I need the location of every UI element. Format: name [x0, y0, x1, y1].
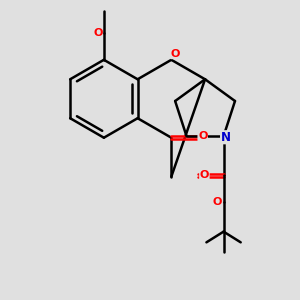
- Text: O: O: [171, 49, 180, 59]
- Text: O: O: [200, 170, 209, 180]
- Text: N: N: [220, 131, 231, 144]
- Text: O: O: [213, 197, 222, 207]
- Text: O: O: [93, 28, 102, 38]
- Text: O: O: [198, 131, 207, 141]
